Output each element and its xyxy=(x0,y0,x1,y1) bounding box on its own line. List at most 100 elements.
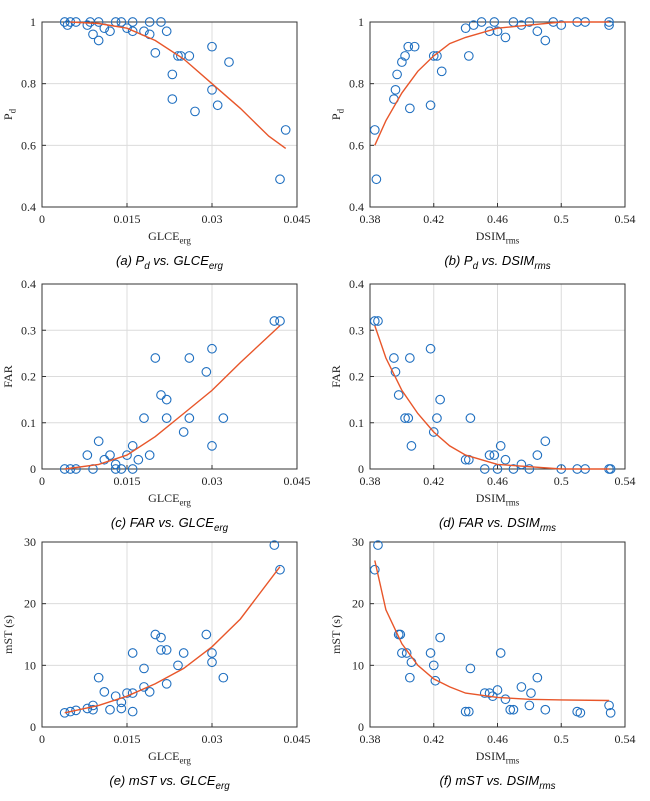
data-point xyxy=(524,464,535,474)
subscript: erg xyxy=(214,523,229,534)
x-axis-label: GLCEerg xyxy=(148,749,191,766)
data-point xyxy=(369,316,380,326)
x-tick-label: 0.46 xyxy=(487,212,508,226)
y-tick-label: 20 xyxy=(352,597,364,611)
data-point xyxy=(404,103,415,114)
data-point xyxy=(532,450,543,460)
x-tick-label: 0.46 xyxy=(487,474,508,488)
y-tick-label: 0.2 xyxy=(21,370,36,384)
data-point xyxy=(489,450,500,460)
x-tick-label: 0.46 xyxy=(487,732,508,746)
data-point xyxy=(127,441,138,451)
x-tick-label: 0.54 xyxy=(615,474,636,488)
data-point xyxy=(207,41,217,52)
subscript: d xyxy=(8,108,18,113)
x-tick-label: 0.03 xyxy=(202,212,223,226)
subscript: rms xyxy=(540,523,556,534)
data-point xyxy=(425,648,436,658)
data-point xyxy=(178,648,189,658)
data-point xyxy=(425,343,436,354)
subscript: erg xyxy=(180,236,192,246)
data-point xyxy=(495,648,506,658)
data-point xyxy=(167,69,178,80)
subscript: rms xyxy=(539,781,555,792)
subscript: erg xyxy=(209,261,224,272)
text-part: FAR xyxy=(1,365,15,387)
y-axis-label: FAR xyxy=(1,365,15,387)
y-tick-label: 0.8 xyxy=(349,77,364,91)
data-point xyxy=(116,17,127,27)
data-point xyxy=(280,125,291,135)
data-point xyxy=(428,51,439,61)
axes-frame xyxy=(369,21,626,208)
data-point xyxy=(532,672,543,683)
data-point xyxy=(88,29,98,40)
data-point xyxy=(460,706,471,717)
y-axis-label: mST (s) xyxy=(329,615,343,654)
data-point xyxy=(435,394,445,405)
data-point xyxy=(505,704,516,715)
y-tick-label: 10 xyxy=(24,658,36,672)
text-part: (d) FAR vs. DSIM xyxy=(439,515,540,530)
data-point xyxy=(62,20,73,30)
y-tick-label: 0 xyxy=(30,462,36,476)
y-tick-label: 0.4 xyxy=(21,200,36,214)
x-tick-label: 0.38 xyxy=(360,474,381,488)
x-tick-label: 0.03 xyxy=(202,474,223,488)
data-point xyxy=(156,17,166,27)
data-point xyxy=(139,663,149,674)
data-point xyxy=(409,41,420,52)
data-point xyxy=(556,20,567,30)
y-tick-label: 0.1 xyxy=(349,416,364,430)
data-point xyxy=(105,704,115,715)
data-point xyxy=(401,648,412,658)
x-axis-label: DSIMrms xyxy=(476,749,520,766)
x-tick-label: 0.03 xyxy=(202,732,223,746)
x-tick-label: 0.42 xyxy=(423,474,444,488)
data-point xyxy=(393,390,404,400)
data-point xyxy=(403,41,414,52)
data-point xyxy=(524,700,535,711)
text-part: DSIM xyxy=(476,749,506,763)
data-point xyxy=(428,427,439,437)
data-point xyxy=(110,464,121,474)
subscript: rms xyxy=(506,236,520,246)
data-point xyxy=(161,413,172,423)
y-tick-label: 0.6 xyxy=(349,138,364,152)
y-tick-label: 0.4 xyxy=(349,277,364,291)
data-point xyxy=(218,672,229,683)
data-point xyxy=(207,657,217,668)
data-point xyxy=(207,441,217,451)
x-tick-label: 0.015 xyxy=(114,212,141,226)
data-point xyxy=(156,645,166,655)
subscript: erg xyxy=(180,756,192,766)
x-tick-label: 0.5 xyxy=(554,212,569,226)
y-tick-label: 0.2 xyxy=(349,370,364,384)
axes-frame xyxy=(41,21,298,208)
data-point xyxy=(403,413,414,423)
data-point xyxy=(127,648,138,658)
caption: (c) FAR vs. GLCEerg xyxy=(111,515,229,534)
data-point xyxy=(604,20,614,30)
data-point xyxy=(150,629,161,640)
text-part: (c) FAR vs. GLCE xyxy=(111,515,214,530)
fit-curve xyxy=(64,325,281,470)
data-point xyxy=(397,57,407,67)
text-part: P xyxy=(1,113,15,120)
data-point xyxy=(605,707,616,718)
x-tick-label: 0.38 xyxy=(360,732,381,746)
x-tick-label: 0 xyxy=(39,474,45,488)
y-axis-label: mST (s) xyxy=(1,615,15,654)
data-point xyxy=(207,343,217,354)
data-point xyxy=(212,100,223,111)
x-axis-label: DSIMrms xyxy=(476,491,520,508)
data-point xyxy=(500,32,511,43)
data-point xyxy=(508,464,519,474)
data-point xyxy=(93,672,104,683)
fit-curve xyxy=(374,560,610,702)
data-point xyxy=(269,540,280,550)
x-axis-label: GLCEerg xyxy=(148,491,191,508)
data-point xyxy=(575,707,586,718)
